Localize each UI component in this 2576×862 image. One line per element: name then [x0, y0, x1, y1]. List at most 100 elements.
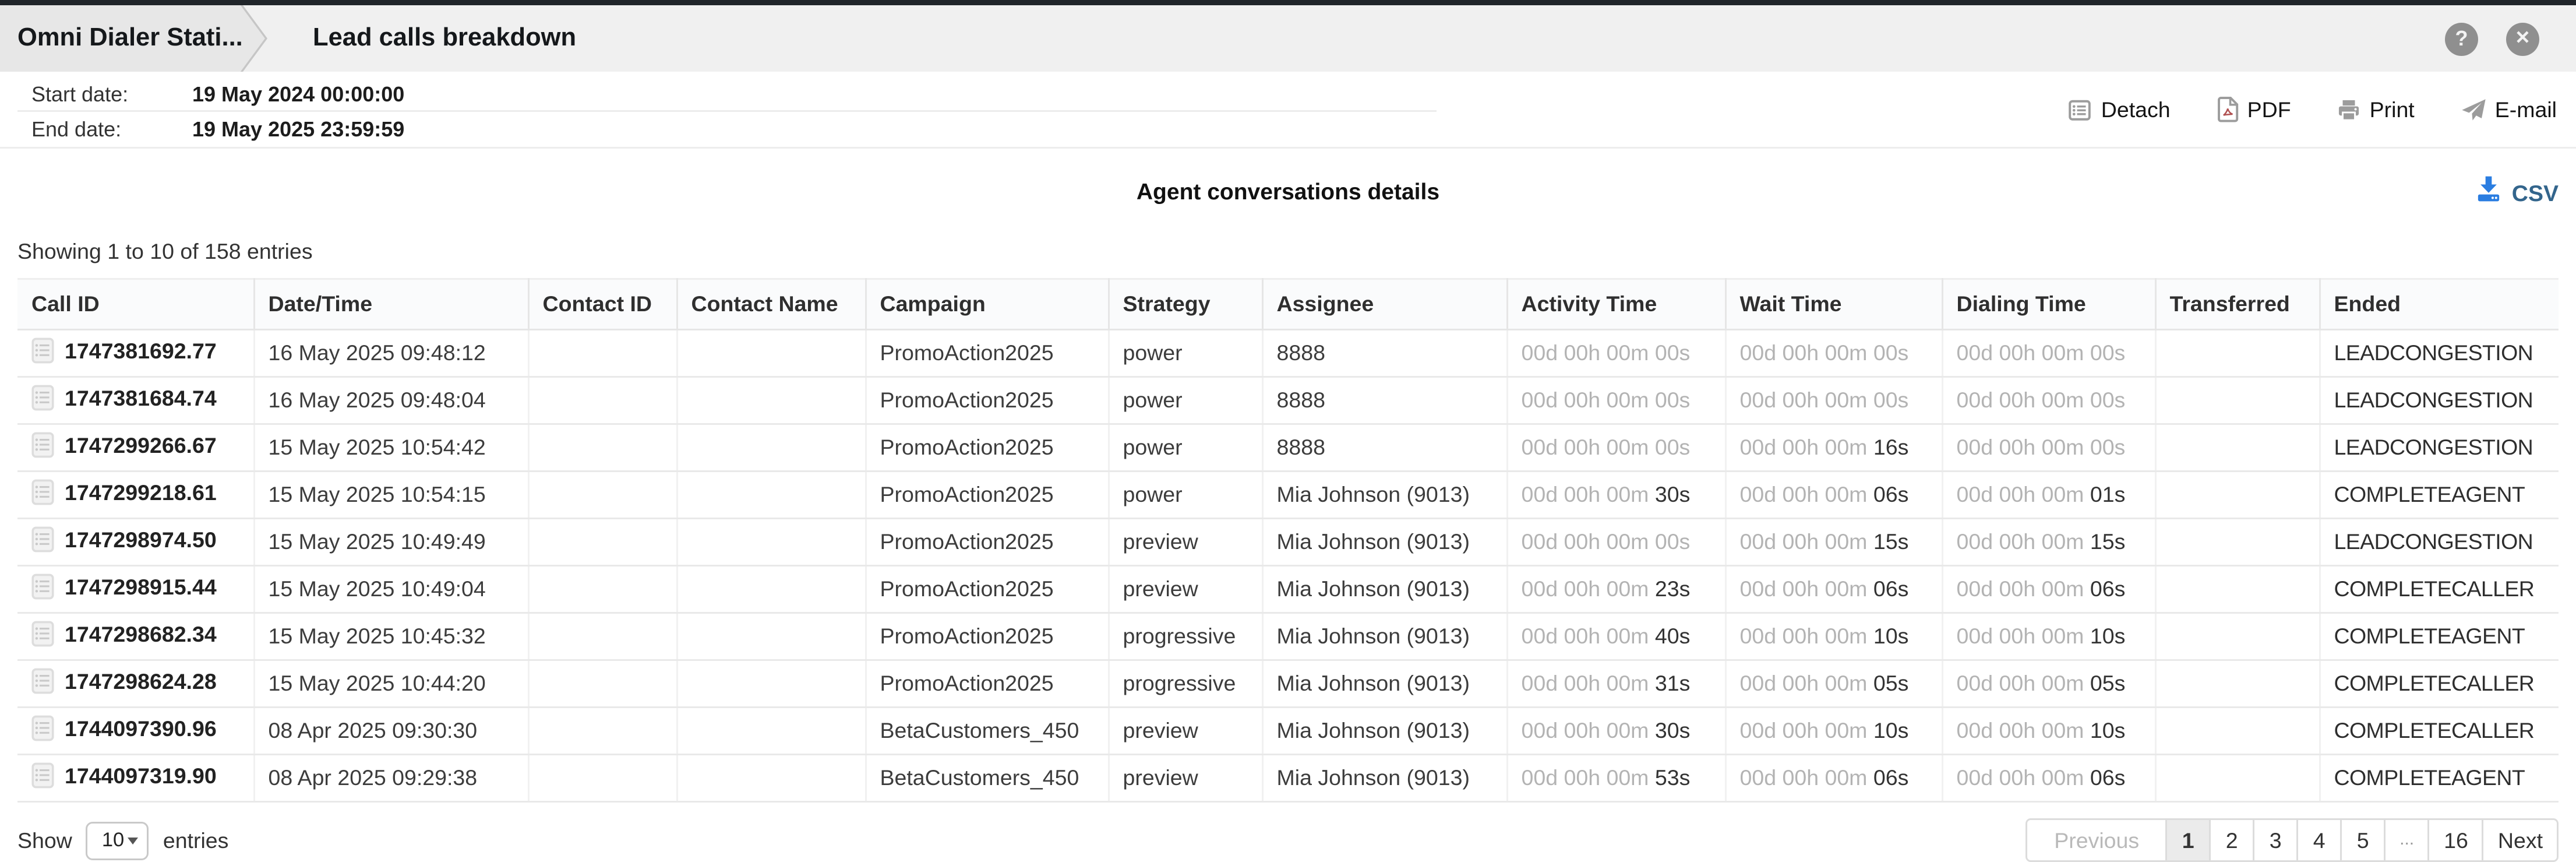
- start-date-label: Start date:: [31, 81, 129, 106]
- call-details-icon[interactable]: [31, 385, 54, 416]
- pdf-button[interactable]: PDF: [2216, 96, 2291, 122]
- table-row: 1744097319.90 08 Apr 2025 09:29:38 BetaC…: [17, 754, 2559, 803]
- call-details-icon[interactable]: [31, 715, 54, 747]
- cell-assignee: Mia Johnson (9013): [1262, 660, 1508, 708]
- pagination-page-4[interactable]: 4: [2296, 818, 2342, 862]
- date-range-summary: Start date: 19 May 2024 00:00:00 End dat…: [17, 77, 1437, 142]
- column-header-assignee[interactable]: Assignee: [1262, 278, 1508, 330]
- cell-strategy: power: [1108, 471, 1263, 519]
- column-header-contact-name[interactable]: Contact Name: [676, 278, 866, 330]
- call-details-icon[interactable]: [31, 337, 54, 369]
- call-details-icon[interactable]: [31, 432, 54, 463]
- call-id: 1747298682.34: [65, 622, 217, 647]
- cell-strategy: preview: [1108, 707, 1263, 755]
- table-row: 1747298682.34 15 May 2025 10:45:32 Promo…: [17, 613, 2559, 661]
- cell-wait-time: 00d 00h 00m 16s: [1725, 424, 1943, 472]
- cell-strategy: preview: [1108, 518, 1263, 567]
- column-header-ended[interactable]: Ended: [2319, 278, 2559, 330]
- cell-contact-id: [528, 518, 677, 567]
- email-label: E-mail: [2494, 97, 2557, 122]
- cell-contact-name: [676, 707, 866, 755]
- call-details-icon[interactable]: [31, 574, 54, 605]
- column-header-transferred[interactable]: Transferred: [2155, 278, 2320, 330]
- column-header-contact-id[interactable]: Contact ID: [528, 278, 677, 330]
- cell-activity-time: 00d 00h 00m 00s: [1506, 329, 1726, 378]
- cell-ended: COMPLETEAGENT: [2319, 471, 2559, 519]
- cell-contact-name: [676, 613, 866, 661]
- column-header-call-id[interactable]: Call ID: [17, 278, 255, 330]
- show-label: Show: [17, 828, 72, 853]
- report-section-title: Agent conversations details: [1136, 178, 1440, 205]
- pagination-previous-button[interactable]: Previous: [2026, 818, 2168, 862]
- column-header-dialing-time[interactable]: Dialing Time: [1942, 278, 2156, 330]
- call-details-icon[interactable]: [31, 479, 54, 511]
- pagination-page-16[interactable]: 16: [2428, 818, 2484, 862]
- cell-contact-name: [676, 660, 866, 708]
- cell-contact-name: [676, 565, 866, 614]
- cell-assignee: 8888: [1262, 424, 1508, 472]
- breadcrumb-tab[interactable]: Omni Dialer Stati...: [0, 5, 267, 72]
- page-size-select[interactable]: 10: [86, 821, 149, 860]
- cell-transferred: [2155, 518, 2320, 567]
- table-row: 1747298624.28 15 May 2025 10:44:20 Promo…: [17, 660, 2559, 708]
- cell-contact-name: [676, 518, 866, 567]
- call-details-icon[interactable]: [31, 668, 54, 699]
- cell-contact-id: [528, 471, 677, 519]
- cell-strategy: progressive: [1108, 660, 1263, 708]
- column-header-campaign[interactable]: Campaign: [865, 278, 1109, 330]
- cell-campaign: PromoAction2025: [865, 329, 1109, 378]
- agent-conversations-table: Call ID Date/Time Contact ID Contact Name Ca…: [17, 278, 2559, 803]
- cell-assignee: Mia Johnson (9013): [1262, 518, 1508, 567]
- cell-contact-name: [676, 424, 866, 472]
- call-id: 1747298915.44: [65, 575, 217, 600]
- cell-strategy: power: [1108, 424, 1263, 472]
- cell-wait-time: 00d 00h 00m 06s: [1725, 471, 1943, 519]
- print-button[interactable]: Print: [2337, 97, 2415, 122]
- cell-strategy: preview: [1108, 754, 1263, 803]
- csv-export-button[interactable]: CSV: [2475, 175, 2559, 212]
- table-row: 1747381684.74 16 May 2025 09:48:04 Promo…: [17, 377, 2559, 425]
- pagination: Previous 1 2 3 4 5... 16 Next: [2026, 818, 2559, 862]
- page-size-value: 10: [101, 829, 125, 851]
- cell-assignee: Mia Johnson (9013): [1262, 565, 1508, 614]
- cell-contact-name: [676, 377, 866, 425]
- close-icon[interactable]: ✕: [2506, 22, 2539, 55]
- help-icon[interactable]: ?: [2445, 22, 2478, 55]
- cell-activity-time: 00d 00h 00m 30s: [1506, 471, 1726, 519]
- cell-ended: COMPLETEAGENT: [2319, 613, 2559, 661]
- cell-transferred: [2155, 377, 2320, 425]
- cell-assignee: Mia Johnson (9013): [1262, 707, 1508, 755]
- pagination-page-5[interactable]: 5: [2340, 818, 2386, 862]
- pagination-next-button[interactable]: Next: [2482, 818, 2559, 862]
- detach-icon: [2068, 97, 2092, 122]
- cell-wait-time: 00d 00h 00m 06s: [1725, 754, 1943, 803]
- pdf-file-icon: [2216, 96, 2239, 122]
- cell-contact-name: [676, 329, 866, 378]
- end-date-label: End date:: [31, 116, 122, 141]
- cell-strategy: preview: [1108, 565, 1263, 614]
- cell-contact-id: [528, 660, 677, 708]
- call-details-icon[interactable]: [31, 762, 54, 794]
- column-header-strategy[interactable]: Strategy: [1108, 278, 1263, 330]
- call-details-icon[interactable]: [31, 621, 54, 652]
- column-header-wait-time[interactable]: Wait Time: [1725, 278, 1943, 330]
- email-button[interactable]: E-mail: [2460, 97, 2557, 122]
- column-header-activity-time[interactable]: Activity Time: [1506, 278, 1726, 330]
- call-details-icon[interactable]: [31, 526, 54, 558]
- cell-wait-time: 00d 00h 00m 00s: [1725, 377, 1943, 425]
- cell-ended: LEADCONGESTION: [2319, 377, 2559, 425]
- pagination-page-2[interactable]: 2: [2209, 818, 2255, 862]
- printer-icon: [2337, 97, 2361, 122]
- start-date-value: 19 May 2024 00:00:00: [192, 81, 405, 106]
- cell-campaign: PromoAction2025: [865, 424, 1109, 472]
- cell-dialing-time: 00d 00h 00m 00s: [1942, 377, 2156, 425]
- pagination-page-3[interactable]: 3: [2253, 818, 2299, 862]
- cell-ended: COMPLETECALLER: [2319, 707, 2559, 755]
- cell-wait-time: 00d 00h 00m 10s: [1725, 707, 1943, 755]
- column-header-date-time[interactable]: Date/Time: [253, 278, 529, 330]
- cell-assignee: 8888: [1262, 329, 1508, 378]
- pagination-page-1[interactable]: 1: [2165, 818, 2211, 862]
- detach-button[interactable]: Detach: [2068, 97, 2171, 122]
- cell-datetime: 15 May 2025 10:49:04: [253, 565, 529, 614]
- chevron-down-icon: [128, 836, 139, 844]
